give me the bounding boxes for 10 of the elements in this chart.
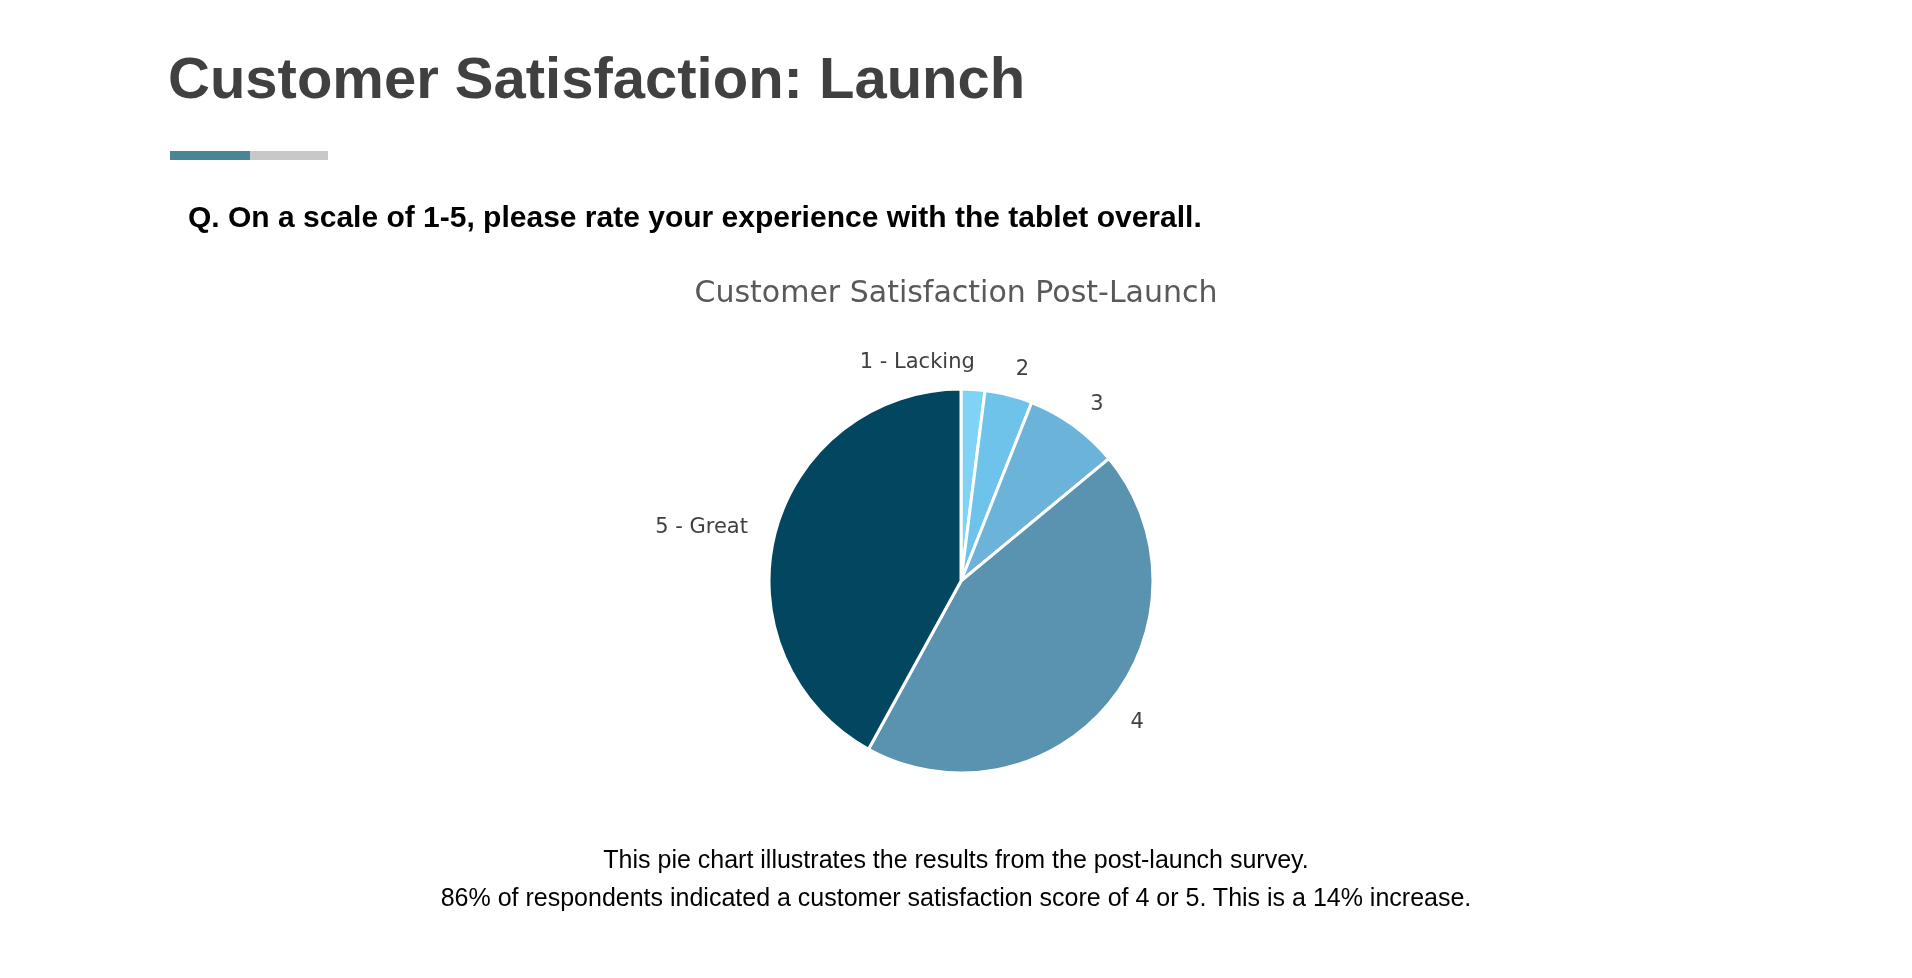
chart-title: Customer Satisfaction Post-Launch	[693, 274, 1219, 309]
slice-label: 1 - Lacking	[859, 349, 975, 374]
chart-subtitle: Q. On a scale of 1-5, please rate your experience with the tablet overall.	[188, 200, 1202, 234]
slice-label: 3	[1090, 391, 1104, 416]
slice-label: 5 - Great	[655, 514, 748, 539]
text: 86% of respondents indicated a customer satisfaction score of 4 or 5. This is a 14% increase.	[439, 882, 1473, 913]
text: Customer Satisfaction: Launch	[168, 44, 1026, 111]
text: This pie chart illustrates the results from the post-launch survey.	[602, 844, 1310, 875]
slice-label: 2	[1015, 355, 1030, 380]
slice-label: 4	[1130, 709, 1144, 734]
